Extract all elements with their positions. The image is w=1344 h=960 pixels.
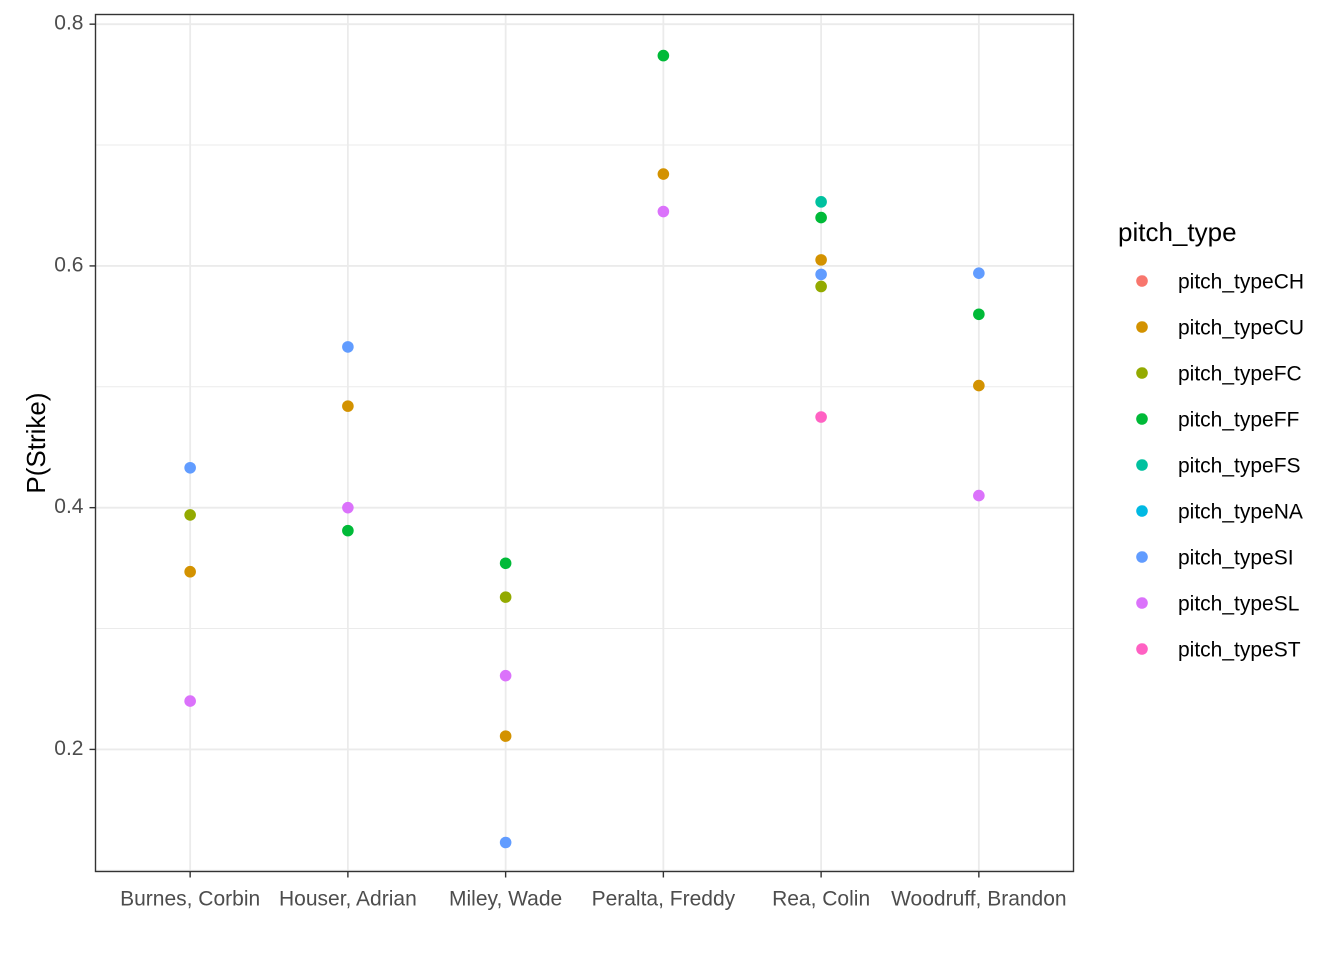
data-point bbox=[815, 254, 827, 266]
legend-key bbox=[1136, 597, 1148, 609]
data-point bbox=[342, 341, 354, 353]
data-point bbox=[973, 308, 985, 321]
x-tick-label: Peralta, Freddy bbox=[592, 888, 736, 911]
legend-key bbox=[1136, 505, 1148, 517]
y-tick-label: 0.6 bbox=[54, 253, 83, 276]
data-point bbox=[973, 489, 985, 502]
legend-key bbox=[1136, 413, 1148, 425]
data-point bbox=[499, 557, 512, 570]
data-point bbox=[657, 205, 670, 218]
legend-label: pitch_typeSI bbox=[1178, 547, 1294, 570]
legend: pitch_type pitch_typeCHpitch_typeCUpitch… bbox=[1118, 217, 1304, 662]
legend-label: pitch_typeNA bbox=[1178, 501, 1303, 524]
data-point bbox=[973, 267, 985, 279]
data-point bbox=[815, 196, 827, 208]
data-point bbox=[815, 211, 827, 224]
data-point bbox=[815, 411, 827, 423]
data-point bbox=[184, 565, 196, 578]
x-tick-label: Woodruff, Brandon bbox=[891, 888, 1067, 911]
legend-key bbox=[1136, 643, 1148, 655]
data-point bbox=[184, 695, 196, 707]
data-point bbox=[815, 280, 827, 293]
data-point bbox=[815, 268, 827, 281]
y-axis: 0.2 0.4 0.6 0.8 bbox=[54, 12, 96, 760]
legend-key bbox=[1136, 321, 1148, 333]
data-point bbox=[342, 400, 354, 412]
data-point bbox=[342, 524, 354, 537]
x-tick-label: Houser, Adrian bbox=[279, 888, 417, 911]
legend-label: pitch_typeST bbox=[1178, 639, 1301, 662]
legend-title: pitch_type bbox=[1118, 217, 1237, 247]
x-axis: Burnes, Corbin Houser, Adrian Miley, Wade P… bbox=[120, 871, 1067, 911]
legend-label: pitch_typeFF bbox=[1178, 409, 1299, 432]
legend-items: pitch_typeCH pitch_typeCU pitch_typeFCpitc… bbox=[1136, 271, 1304, 662]
data-point bbox=[657, 49, 670, 62]
data-point bbox=[499, 591, 512, 603]
x-tick-label: Rea, Colin bbox=[772, 888, 870, 911]
legend-label: pitch_typeFS bbox=[1178, 455, 1301, 478]
legend-key bbox=[1136, 459, 1148, 471]
x-tick-label: Miley, Wade bbox=[449, 888, 562, 911]
legend-key bbox=[1136, 551, 1148, 563]
x-tick-label: Burnes, Corbin bbox=[120, 888, 260, 911]
data-point bbox=[973, 379, 985, 392]
y-tick-label: 0.2 bbox=[54, 737, 83, 760]
data-point bbox=[499, 836, 512, 849]
data-point bbox=[342, 501, 354, 514]
legend-label: pitch_typeCU bbox=[1178, 317, 1304, 340]
minor-gridlines bbox=[95, 144, 1074, 871]
legend-key bbox=[1136, 275, 1148, 287]
major-gridlines bbox=[95, 14, 1074, 872]
data-point bbox=[499, 669, 512, 682]
y-axis-title: P(Strike) bbox=[21, 392, 51, 493]
data-point bbox=[184, 461, 196, 474]
data-points bbox=[184, 49, 985, 849]
plot-border bbox=[94, 13, 1075, 873]
legend-key bbox=[1136, 367, 1148, 379]
data-point bbox=[184, 509, 196, 521]
y-tick-label: 0.4 bbox=[54, 495, 84, 518]
data-point bbox=[657, 168, 670, 180]
plot-panel bbox=[95, 14, 1074, 872]
legend-label: pitch_typeSL bbox=[1178, 593, 1299, 616]
legend-label: pitch_typeCH bbox=[1178, 271, 1304, 294]
data-point bbox=[499, 730, 512, 742]
y-tick-label: 0.8 bbox=[54, 12, 83, 35]
legend-label: pitch_typeFC bbox=[1178, 363, 1302, 386]
